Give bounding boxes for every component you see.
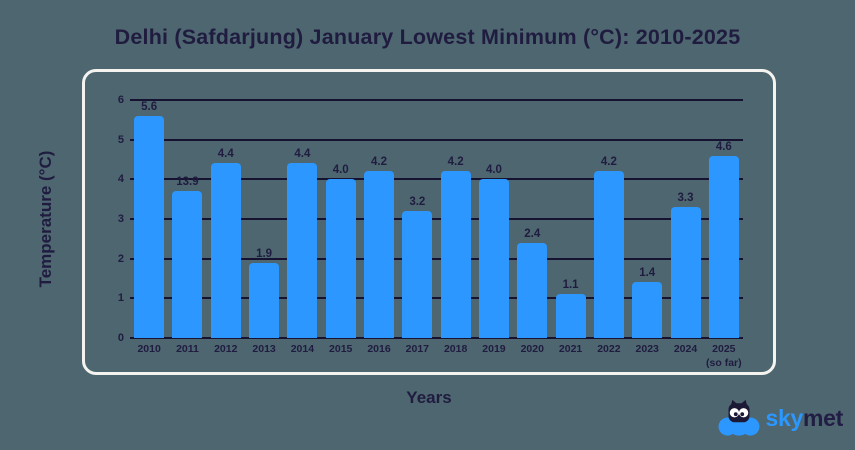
chart-frame <box>82 69 776 375</box>
bar-value-label-2016: 4.2 <box>371 156 388 169</box>
bar-value-label-2010: 5.6 <box>141 100 158 113</box>
x-tick-2021: 2021 <box>558 343 583 355</box>
x-tick-2017: 2017 <box>405 343 430 355</box>
x-tick-2011: 2011 <box>176 343 199 355</box>
bar-2012 <box>210 163 241 338</box>
logo-text-met: met <box>802 404 843 431</box>
bar-value-label-2013: 1.9 <box>256 247 273 260</box>
bar-value-label-2017: 3.2 <box>409 196 426 209</box>
bar-2011 <box>172 191 203 338</box>
x-tick-2018: 2018 <box>443 343 468 355</box>
bar-slot-2023: 1.4 2023 <box>628 100 666 355</box>
x-tick-2013: 2013 <box>252 343 276 355</box>
bar-2024 <box>670 207 701 338</box>
x-tick-2023: 2023 <box>635 343 659 355</box>
bar-value-label-2015: 4.0 <box>332 164 349 177</box>
bar-value-label-2024: 3.3 <box>677 192 694 205</box>
x-tick-2015: 2015 <box>329 343 353 355</box>
y-tick-0: 0 <box>117 332 124 344</box>
logo-text-sky: sky <box>765 404 804 431</box>
bar-value-label-2014: 4.4 <box>294 148 311 161</box>
gridline-3 <box>130 218 743 220</box>
skymet-logo: skymet <box>717 398 844 438</box>
x-tick-sublabel-2025: (so far) <box>706 356 742 369</box>
gridline-1 <box>130 297 743 300</box>
bar-slot-2020: 2.4 2020 <box>513 100 551 355</box>
bar-slot-2010: 5.6 2010 <box>130 100 168 355</box>
bar-value-label-2011: 13.9 <box>176 176 199 189</box>
bar-2013 <box>249 262 280 338</box>
bar-2020 <box>517 242 548 338</box>
bar-2017 <box>402 211 433 338</box>
chart-title: Delhi (Safdarjung) January Lowest Minimu… <box>114 25 741 49</box>
x-tick-2016: 2016 <box>367 343 391 355</box>
gridline-2 <box>130 257 743 260</box>
bar-2015 <box>325 179 356 338</box>
bar-2010 <box>134 115 165 338</box>
x-tick-2025: 2025 (so far) <box>700 343 748 370</box>
bar-2022 <box>593 171 624 338</box>
bar-slot-2022: 4.2 2022 <box>590 100 628 355</box>
bar-2016 <box>364 171 395 338</box>
bar-slot-2021: 1.1 2021 <box>551 100 589 355</box>
x-tick-2019: 2019 <box>482 343 506 355</box>
bar-2018 <box>440 171 471 338</box>
bar-2023 <box>632 282 663 338</box>
bar-series: 5.6 2010 13.9 2011 4.4 2012 1.9 2013 4.4 2014 4.0 2… <box>130 100 743 369</box>
x-tick-2020: 2020 <box>520 343 544 355</box>
gridline-4 <box>130 178 743 181</box>
bar-2021 <box>555 294 586 338</box>
bar-slot-2016: 4.2 2016 <box>360 100 398 355</box>
x-tick-2010: 2010 <box>137 343 161 355</box>
x-tick-2024: 2024 <box>673 343 698 355</box>
gridline-5 <box>130 138 743 141</box>
bar-2025 <box>708 155 739 338</box>
x-axis-label: Years <box>406 388 452 407</box>
bar-slot-2018: 4.2 2018 <box>437 100 475 355</box>
bar-slot-2019: 4.0 2019 <box>475 100 513 355</box>
bar-value-label-2022: 4.2 <box>600 156 617 169</box>
bar-slot-2012: 4.4 2012 <box>207 100 245 355</box>
bar-slot-2015: 4.0 2015 <box>322 100 360 355</box>
bar-slot-2024: 3.3 2024 <box>666 100 704 355</box>
bar-slot-2014: 4.4 2014 <box>283 100 321 355</box>
bar-value-label-2018: 4.2 <box>447 156 464 169</box>
y-tick-1: 1 <box>117 292 124 305</box>
gridline-6 <box>130 99 743 101</box>
plot-area: 0 1 2 3 4 5 6 5.6 2010 13.9 2011 4.4 2012 1.9 2013 4.4 2… <box>118 94 743 369</box>
bar-value-label-2019: 4.0 <box>485 164 502 177</box>
bar-value-label-2012: 4.4 <box>217 148 234 161</box>
y-axis-label: Temperature (°C) <box>36 150 55 288</box>
bar-slot-2017: 3.2 2017 <box>398 100 436 355</box>
bar-slot-2025: 4.6 2025 (so far) <box>705 100 743 369</box>
bar-value-label-2020: 2.4 <box>524 227 541 240</box>
x-tick-2022: 2022 <box>597 343 621 355</box>
y-tick-5: 5 <box>117 133 124 146</box>
bar-value-label-2021: 1.1 <box>562 279 579 292</box>
gridline-0 <box>130 337 743 339</box>
y-tick-2: 2 <box>117 252 124 265</box>
bar-value-label-2025: 4.6 <box>715 140 732 153</box>
x-tick-2012: 2012 <box>214 343 238 355</box>
y-tick-6: 6 <box>117 94 124 106</box>
bar-slot-2013: 1.9 2013 <box>245 100 283 355</box>
y-tick-4: 4 <box>117 173 124 186</box>
logo-text: skymet <box>765 404 844 431</box>
x-tick-2014: 2014 <box>290 343 315 355</box>
bar-2014 <box>287 163 318 338</box>
owl-cloud-icon <box>717 398 761 438</box>
bar-slot-2011: 13.9 2011 <box>168 100 206 355</box>
bar-value-label-2023: 1.4 <box>639 267 656 280</box>
y-tick-3: 3 <box>117 213 124 225</box>
bar-2019 <box>478 179 509 338</box>
